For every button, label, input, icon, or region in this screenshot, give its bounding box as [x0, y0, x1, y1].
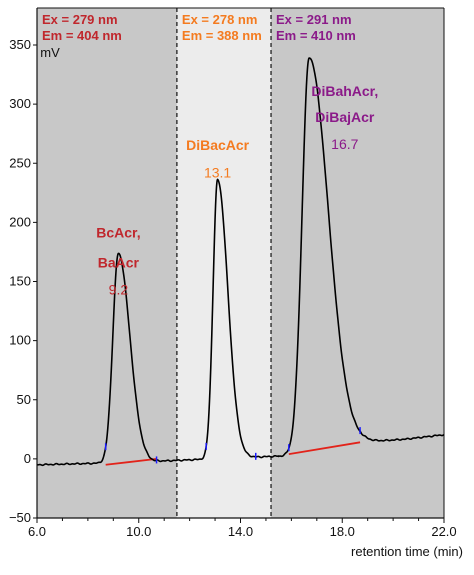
y-tick-label-5: 200	[9, 214, 31, 229]
x-tick-label-2: 14.0	[228, 524, 253, 539]
signal-trace	[36, 57, 445, 467]
y-tick-label-0: −50	[9, 510, 31, 525]
y-tick-label-6: 250	[9, 155, 31, 170]
trace-line	[36, 57, 445, 467]
region-2-emission: Em = 388 nm	[182, 28, 262, 43]
integration-baselines	[105, 441, 361, 466]
y-tick-label-7: 300	[9, 96, 31, 111]
peak-1-name: BcAcr,	[96, 225, 140, 241]
peak-1-name-line2: BaAcr	[98, 254, 140, 270]
region-3-excitation: Ex = 291 nm	[276, 12, 352, 27]
y-tick-label-4: 150	[9, 274, 31, 289]
region-2-excitation: Ex = 278 nm	[182, 12, 258, 27]
axis-ticks: −50 0 50 100 150 200 250 300 350 6.0 10.0 14.0 18.0 2…	[9, 37, 457, 539]
peak-2-retention-time: 13.1	[204, 164, 231, 180]
y-tick-label-1: 0	[24, 451, 31, 466]
baseline-segment-1	[105, 457, 157, 466]
x-tick-label-1: 10.0	[126, 524, 151, 539]
y-tick-label-3: 100	[9, 333, 31, 348]
axes	[36, 7, 445, 519]
region-3-emission: Em = 410 nm	[276, 28, 356, 43]
peak-3-name: DiBahAcr,	[311, 83, 378, 99]
y-axis-unit: mV	[40, 45, 60, 60]
x-tick-label-3: 18.0	[330, 524, 355, 539]
y-tick-label-8: 350	[9, 37, 31, 52]
region-2	[176, 8, 272, 518]
integration-marks	[104, 427, 361, 464]
x-tick-label-4: 22.0	[431, 524, 456, 539]
peak-3-name-line2: DiBajAcr	[315, 109, 375, 125]
region-dividers	[176, 8, 272, 518]
x-tick-label-0: 6.0	[28, 524, 46, 539]
region-1-emission: Em = 404 nm	[42, 28, 122, 43]
peak-3-retention-time: 16.7	[331, 136, 358, 152]
baseline-segment-2	[288, 441, 361, 456]
y-tick-label-2: 50	[17, 392, 31, 407]
peak-annotations: BcAcr, BaAcr 9.2 DiBacAcr 13.1 DiBahAcr, DiBaj…	[96, 83, 378, 298]
region-1-excitation: Ex = 279 nm	[42, 12, 118, 27]
x-axis-title: retention time (min)	[351, 544, 463, 559]
peak-2-name: DiBacAcr	[186, 137, 250, 153]
peak-1-retention-time: 9.2	[109, 282, 129, 298]
